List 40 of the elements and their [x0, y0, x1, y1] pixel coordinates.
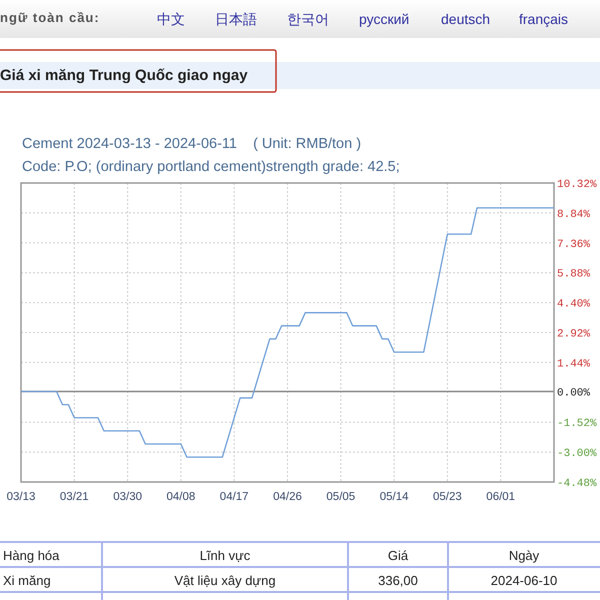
x-tick-label: 06/01	[486, 491, 516, 503]
x-tick-label: 05/23	[433, 491, 462, 503]
text: 한국어	[287, 11, 329, 27]
y2-tick-label: 1.44%	[557, 358, 590, 370]
y2-tick-label: 8.84%	[557, 208, 590, 221]
text: русский	[359, 11, 410, 27]
y2-tick-label: -1.52%	[557, 418, 598, 430]
text: Lĩnh vực	[200, 548, 251, 563]
text: Ngày	[508, 548, 540, 563]
x-tick-label: 03/13	[6, 491, 36, 503]
line-series	[20, 207, 555, 458]
x-tick-label: 04/08	[166, 491, 196, 503]
y2-tick-label: 7.36%	[557, 238, 590, 251]
text: 日本語	[215, 11, 257, 27]
text: Hàng hóa	[3, 548, 60, 563]
text: Giá	[388, 548, 409, 563]
x-tick-label: 04/17	[220, 491, 249, 503]
x-tick-label: 03/21	[60, 491, 89, 503]
text: Xi măng	[3, 573, 51, 588]
x-tick-label: 05/05	[326, 491, 356, 503]
x-tick-label: 04/26	[273, 491, 302, 503]
chart-subtitle: Code: P.O; (ordinary portland cement)strength grade: 42.5;	[22, 159, 400, 175]
x-tick-label: 05/14	[380, 491, 410, 503]
text: Giá xi măng Trung Quốc giao ngay	[0, 67, 248, 84]
text: français	[519, 11, 568, 27]
y2-tick-label: 0.00%	[557, 387, 590, 400]
text: ngữ toàn cầu:	[0, 10, 100, 25]
y2-tick-label: 10.32%	[557, 179, 598, 191]
y2-tick-label: 4.40%	[557, 298, 590, 311]
y2-tick-label: 2.92%	[557, 328, 590, 340]
text: 336,00	[378, 573, 418, 588]
text: 2024-06-10	[490, 573, 558, 588]
y2-tick-label: -4.48%	[557, 478, 598, 490]
text: 中文	[157, 11, 185, 27]
y2-tick-label: 5.88%	[557, 268, 590, 281]
text: deutsch	[441, 11, 490, 27]
x-tick-label: 03/30	[113, 491, 142, 503]
chart-title: Cement 2024-03-13 - 2024-06-11 ( Unit: RMB/ton )	[22, 136, 362, 152]
text: Vật liệu xây dựng	[174, 573, 276, 588]
y2-tick-label: -3.00%	[557, 448, 598, 460]
